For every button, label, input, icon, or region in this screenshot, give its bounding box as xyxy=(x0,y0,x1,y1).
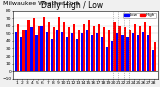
Bar xyxy=(101,37,103,71)
Bar xyxy=(134,24,136,71)
Bar xyxy=(139,26,141,71)
Bar xyxy=(144,22,146,71)
Bar xyxy=(108,29,111,71)
Bar xyxy=(154,42,156,71)
Bar xyxy=(46,32,48,71)
Text: Milwaukee Weather.com: Milwaukee Weather.com xyxy=(3,1,80,6)
Bar xyxy=(81,33,83,71)
Bar xyxy=(137,35,139,71)
Bar xyxy=(56,29,58,71)
Bar xyxy=(93,26,95,71)
Bar xyxy=(43,17,45,71)
Bar xyxy=(88,20,90,71)
Bar xyxy=(147,35,149,71)
Bar xyxy=(132,33,134,71)
Legend: Low, High: Low, High xyxy=(124,13,156,18)
Bar xyxy=(129,29,131,71)
Bar xyxy=(71,33,73,71)
Text: Daily High / Low: Daily High / Low xyxy=(41,1,103,10)
Bar xyxy=(61,32,63,71)
Bar xyxy=(48,22,50,71)
Bar xyxy=(96,33,98,71)
Bar xyxy=(40,26,43,71)
Bar xyxy=(121,35,124,71)
Bar xyxy=(30,27,32,71)
Bar xyxy=(86,29,88,71)
Bar xyxy=(106,47,108,71)
Bar xyxy=(124,27,126,71)
Bar xyxy=(63,22,65,71)
Bar xyxy=(111,41,113,71)
Bar xyxy=(51,39,53,71)
Bar xyxy=(66,37,68,71)
Bar xyxy=(53,27,55,71)
Bar xyxy=(58,17,60,71)
Bar xyxy=(32,18,35,71)
Bar xyxy=(98,24,100,71)
Bar xyxy=(113,22,116,71)
Bar xyxy=(73,24,75,71)
Bar xyxy=(78,29,80,71)
Bar xyxy=(76,39,78,71)
Bar xyxy=(152,50,154,71)
Bar xyxy=(25,29,28,71)
Bar xyxy=(149,26,151,71)
Bar xyxy=(15,32,17,71)
Bar xyxy=(116,33,118,71)
Bar xyxy=(38,26,40,71)
Bar xyxy=(22,29,24,71)
Bar xyxy=(20,37,22,71)
Bar xyxy=(118,26,121,71)
Bar xyxy=(83,24,85,71)
Bar xyxy=(126,37,129,71)
Bar xyxy=(17,24,20,71)
Bar xyxy=(28,20,30,71)
Bar xyxy=(68,27,70,71)
Bar xyxy=(91,35,93,71)
Bar xyxy=(36,35,38,71)
Bar xyxy=(142,32,144,71)
Bar xyxy=(103,27,105,71)
